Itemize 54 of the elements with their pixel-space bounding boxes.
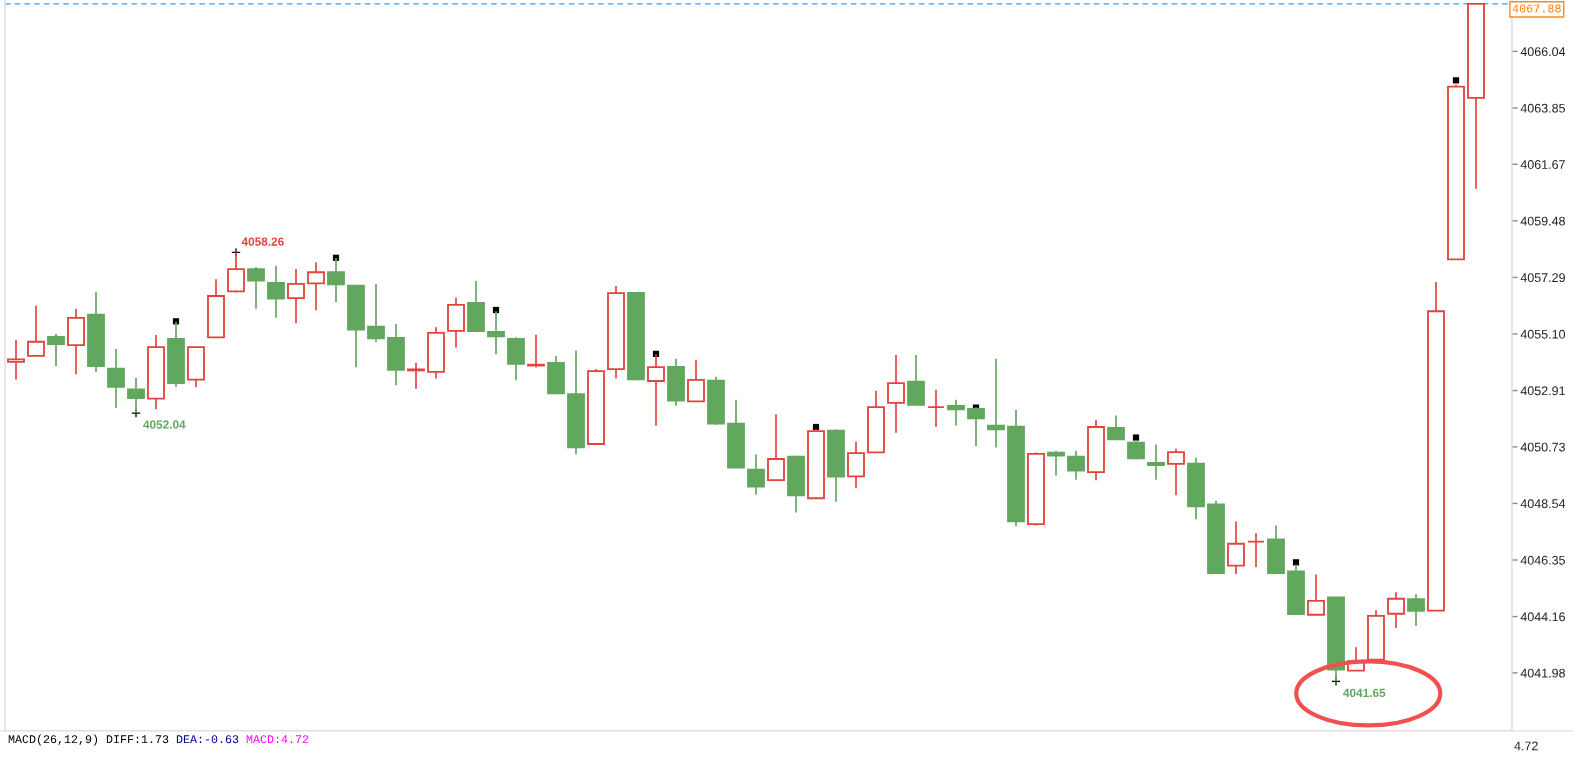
candlestick: [267, 264, 285, 319]
candlestick: [307, 261, 325, 312]
candlestick: [287, 268, 305, 324]
y-tick-label: 4059.48: [1520, 216, 1565, 226]
candlestick: [1307, 573, 1325, 616]
candlestick: [1167, 447, 1185, 497]
y-tick-label: 4044.16: [1520, 612, 1565, 622]
candlestick: [687, 358, 705, 403]
y-tick-label: 4057.29: [1520, 273, 1565, 283]
candlestick: [367, 283, 385, 344]
candlestick: [1047, 449, 1065, 477]
text: MACD(26,12,9): [8, 734, 98, 746]
y-tick-label: 4052.91: [1520, 386, 1565, 396]
point: [1452, 77, 1460, 84]
candlestick: [1147, 443, 1165, 481]
y-tick-label: 4046.35: [1520, 555, 1565, 565]
candlestick: [1247, 532, 1265, 568]
candlestick: [107, 348, 125, 409]
candlestick: [1107, 414, 1125, 441]
y-tick-label: 4050.73: [1520, 442, 1565, 452]
candlestick: [767, 413, 785, 482]
ref-line-label: 4067.88: [1512, 4, 1561, 13]
candlestick: [947, 399, 965, 427]
candlestick: [247, 266, 265, 310]
candlestick: [1067, 449, 1085, 481]
y-tick-label: 4061.67: [1520, 160, 1565, 169]
point: [1132, 434, 1140, 441]
y-tick-label: 4048.54: [1520, 499, 1566, 509]
text: 4.72: [1514, 741, 1538, 751]
candlestick: [747, 453, 765, 496]
candlestick: [407, 361, 425, 390]
candlestick: [647, 353, 665, 427]
y-tick-label: 4066.04: [1520, 47, 1566, 57]
annotation: 4058.26: [241, 237, 284, 246]
y-tick-label: 4041.98: [1520, 668, 1565, 678]
candlestick: [1407, 593, 1425, 627]
candlestick: [987, 357, 1005, 449]
candlestick: [1227, 520, 1245, 575]
y-tick-label: 4063.85: [1520, 103, 1565, 113]
candlestick: [47, 333, 65, 367]
annotation: 4041.65: [1343, 688, 1386, 698]
candlestick: [327, 257, 345, 303]
text: DIFF:1.73: [106, 735, 169, 744]
text: DEA:-0.63: [176, 735, 239, 744]
candlestick: [907, 354, 925, 406]
y-tick-label: 4055.10: [1520, 329, 1566, 339]
candlestick: [887, 354, 905, 434]
text: MACD:4.72: [246, 735, 309, 744]
candlestick: [847, 440, 865, 490]
candlestick: [1387, 591, 1405, 629]
candlestick: [27, 304, 45, 357]
candlestick: [927, 388, 945, 428]
annotation: 4052.04: [143, 420, 186, 429]
candlestick: [7, 338, 25, 381]
